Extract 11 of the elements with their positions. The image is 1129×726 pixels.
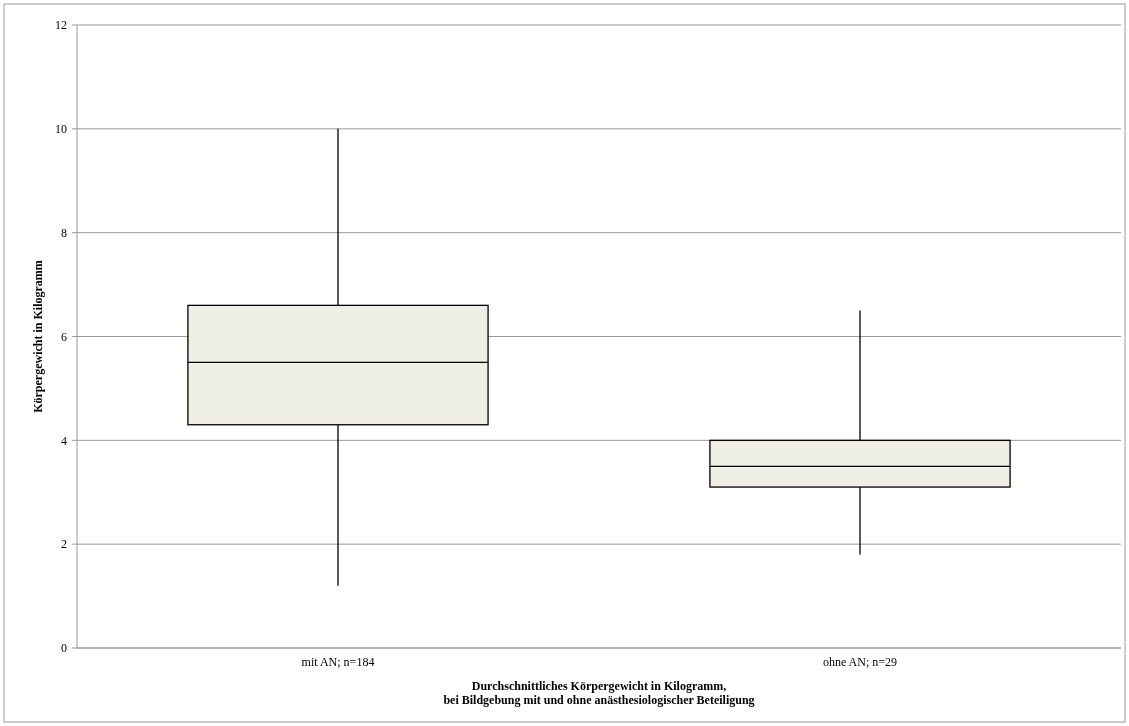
x-tick-label: ohne AN; n=29 — [822, 655, 898, 669]
y-axis-title: Körpergewicht in Kilogramm — [31, 260, 45, 413]
y-tick-label: 0 — [61, 641, 67, 656]
y-tick-label: 2 — [61, 537, 67, 552]
y-tick-label: 6 — [61, 329, 67, 344]
x-tick-label: mit AN; n=184 — [301, 655, 375, 669]
y-tick-label: 8 — [61, 225, 67, 240]
x-axis-title: Durchschnittliches Körpergewicht in Kilogramm, bei Bildgebung mit und ohne anästhesiologischer Beteiligung — [443, 679, 755, 707]
y-tick-label: 12 — [55, 18, 67, 33]
y-tick-label: 10 — [55, 122, 67, 137]
y-tick-label: 4 — [61, 433, 67, 448]
